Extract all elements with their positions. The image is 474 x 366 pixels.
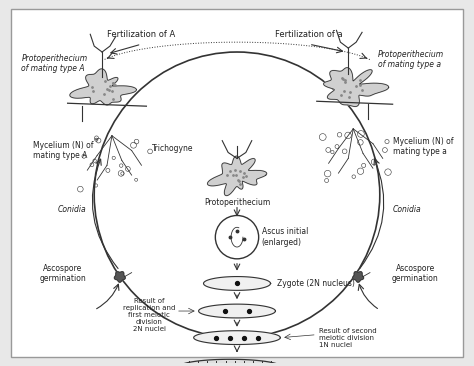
Text: Zygote (2N nucleus): Zygote (2N nucleus) <box>277 279 355 288</box>
Text: Protoperithecium: Protoperithecium <box>204 198 270 207</box>
Circle shape <box>215 216 259 259</box>
Polygon shape <box>208 156 267 196</box>
Text: Ascospore
germination: Ascospore germination <box>39 264 86 283</box>
Polygon shape <box>178 359 282 366</box>
Polygon shape <box>194 331 280 344</box>
Polygon shape <box>203 277 271 290</box>
Text: Mycelium (N) of
mating type A: Mycelium (N) of mating type A <box>33 141 94 160</box>
Text: Result of second
meiotic division
1N nuclei: Result of second meiotic division 1N nuc… <box>319 328 376 348</box>
Text: Ascospore
germination: Ascospore germination <box>392 264 438 283</box>
FancyBboxPatch shape <box>11 9 463 357</box>
Text: Ascus initial
(enlarged): Ascus initial (enlarged) <box>262 227 308 247</box>
Text: Result of
replication and
first meiotic
division
2N nuclei: Result of replication and first meiotic … <box>123 298 175 332</box>
Text: Fertilization of A: Fertilization of A <box>107 30 175 40</box>
Text: Trichogyne: Trichogyne <box>152 144 194 153</box>
Polygon shape <box>70 69 137 105</box>
Text: Fertilization of a: Fertilization of a <box>275 30 343 40</box>
Text: Conidia: Conidia <box>392 205 421 214</box>
Polygon shape <box>324 68 389 107</box>
Polygon shape <box>114 272 125 282</box>
Polygon shape <box>199 304 275 318</box>
Text: Mycelium (N) of
mating type a: Mycelium (N) of mating type a <box>392 137 453 156</box>
Text: Conidia: Conidia <box>58 205 86 214</box>
Text: Protoperithecium
of mating type A: Protoperithecium of mating type A <box>21 54 87 74</box>
Polygon shape <box>353 272 364 282</box>
Text: Protoperithecium
of mating type a: Protoperithecium of mating type a <box>378 50 444 70</box>
